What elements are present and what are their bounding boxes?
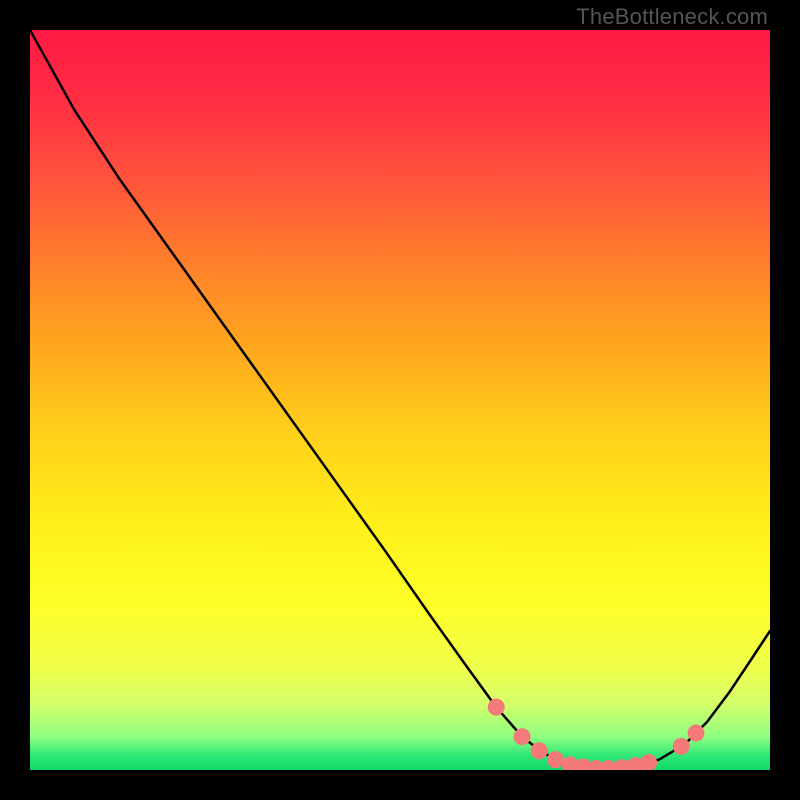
curve-marker [673, 738, 690, 755]
curve-marker [640, 754, 657, 770]
curve-marker [488, 699, 505, 716]
curve-marker [688, 725, 705, 742]
plot-area [30, 30, 770, 770]
curve-marker [514, 728, 531, 745]
curve-layer [30, 30, 770, 770]
bottleneck-curve [30, 30, 770, 769]
chart-container: TheBottleneck.com [0, 0, 800, 800]
watermark-text: TheBottleneck.com [576, 4, 768, 30]
curve-marker [531, 742, 548, 759]
marker-group [488, 699, 705, 770]
curve-marker [547, 751, 564, 768]
